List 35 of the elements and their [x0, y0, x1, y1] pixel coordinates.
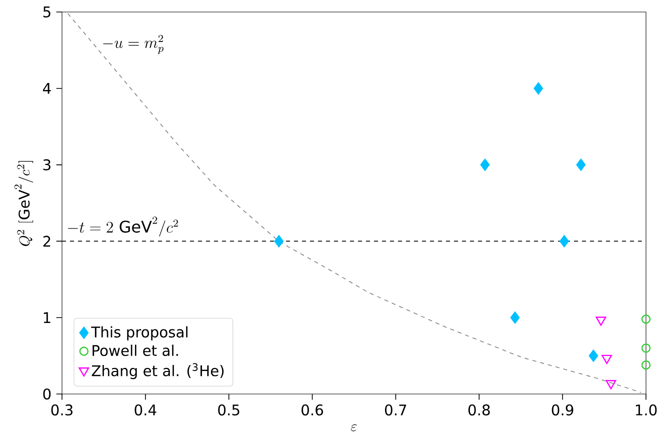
legend-label: This proposal [91, 326, 188, 340]
y-tick-label: 1 [44, 312, 50, 323]
y-tick-label: 2 [43, 236, 50, 247]
point [480, 158, 490, 172]
point [274, 234, 284, 248]
point [596, 316, 606, 326]
ref-line-label: $-t = 2\ \mathrm{GeV}^2/c^2$ [68, 216, 178, 236]
x-tick-label: 0.3 [51, 404, 72, 416]
y-tick-label: 0 [43, 388, 51, 400]
line-series [67, 13, 642, 393]
point [641, 344, 651, 353]
annotation: $-u = m_p^2$ [103, 34, 164, 54]
y-tick-label: 3 [43, 159, 50, 170]
y-axis-title: $Q^2\ [\mathrm{GeV}^2/c^2]$ [14, 161, 34, 246]
x-tick-label: 0.6 [302, 404, 324, 416]
y-tick-label: 4 [42, 83, 51, 94]
x-tick-label: 0.8 [468, 404, 490, 416]
point [588, 350, 598, 362]
point [641, 314, 651, 324]
legend-label: Powell et al. [92, 344, 178, 356]
x-tick-label: 0.7 [385, 404, 406, 416]
point [576, 158, 586, 172]
point [641, 360, 651, 370]
point [510, 311, 520, 324]
x-tick-label: 0.5 [218, 404, 240, 416]
point [606, 380, 616, 390]
point [602, 354, 612, 364]
x-tick-label: 1.0 [636, 404, 657, 416]
point [534, 82, 544, 95]
point [559, 234, 570, 248]
legend-label: Zhang et al. ($^{3}$He) [92, 363, 224, 380]
x-tick-label: 0.9 [552, 404, 574, 416]
y-tick-label: 5 [43, 6, 50, 18]
x-axis-title: $\varepsilon$ [350, 424, 357, 432]
x-tick-label: 0.4 [134, 404, 156, 416]
